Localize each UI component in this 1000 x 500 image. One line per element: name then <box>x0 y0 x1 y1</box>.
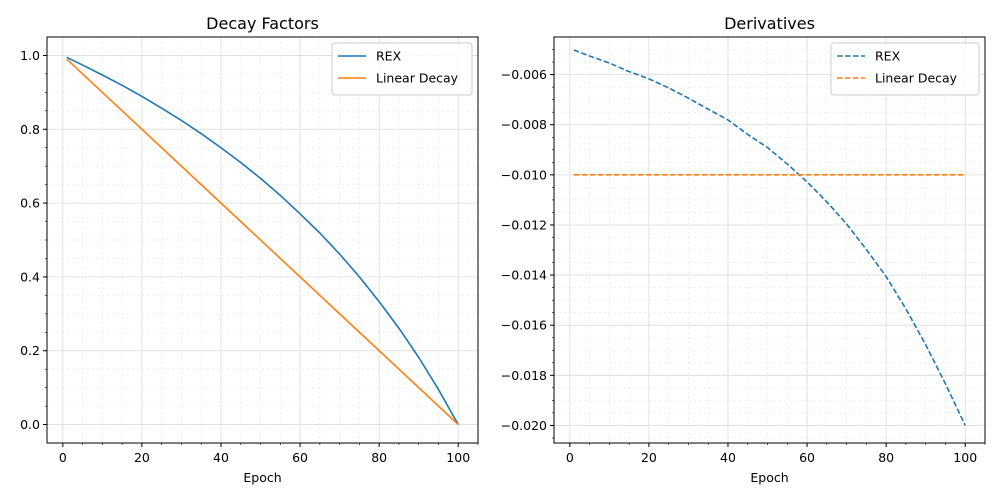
y-tick-label: −0.010 <box>501 167 547 182</box>
x-tick-label: 20 <box>134 450 150 465</box>
y-tick-label: −0.006 <box>501 67 547 82</box>
series-line-linear-decay <box>66 58 459 426</box>
x-tick-label: 0 <box>59 450 67 465</box>
minor-grid <box>554 37 986 443</box>
y-tick-label: 0.4 <box>20 269 40 284</box>
y-tick-label: 0.0 <box>20 417 40 432</box>
x-axis-label: Epoch <box>750 470 788 485</box>
y-tick-label: −0.012 <box>501 217 547 232</box>
legend: REX Linear Decay <box>830 42 980 96</box>
x-tick-label: 40 <box>213 450 229 465</box>
legend-label: Linear Decay <box>376 71 459 86</box>
x-tick-label: 80 <box>371 450 387 465</box>
x-tick-label: 20 <box>641 450 657 465</box>
y-tick-label: −0.008 <box>501 117 547 132</box>
x-tick-label: 0 <box>566 450 574 465</box>
legend-box <box>331 42 473 96</box>
y-tick-label: 0.8 <box>20 122 40 137</box>
y-tick-label: 1.0 <box>20 48 40 63</box>
minor-ticks <box>45 55 479 445</box>
series-line-rex <box>573 49 966 426</box>
y-tick-label: −0.020 <box>501 418 547 433</box>
chart-panel-decay: 0 20 40 60 80 100 0.0 0.2 0.4 0.6 0.8 1.0 Decay Fact… <box>20 14 479 485</box>
x-tick-label: 40 <box>720 450 736 465</box>
legend-label: REX <box>376 49 402 64</box>
chart-title: Decay Factors <box>206 14 319 33</box>
y-tick-label: −0.016 <box>501 318 547 333</box>
y-tick-label: 0.2 <box>20 343 40 358</box>
x-tick-label: 60 <box>292 450 308 465</box>
chart-title: Derivatives <box>724 14 815 33</box>
x-axis-label: Epoch <box>243 470 281 485</box>
y-tick-label: −0.014 <box>501 268 547 283</box>
x-tick-label: 100 <box>953 450 977 465</box>
plot-frame <box>553 36 986 444</box>
minor-ticks <box>552 49 986 445</box>
legend-label: REX <box>875 49 901 64</box>
x-tick-label: 100 <box>446 450 470 465</box>
major-grid <box>47 37 478 443</box>
y-tick-label: 0.6 <box>20 196 40 211</box>
y-tick-label: −0.018 <box>501 368 547 383</box>
series-line-rex <box>66 56 459 425</box>
x-tick-label: 80 <box>878 450 894 465</box>
major-grid <box>554 37 985 443</box>
chart-panel-deriv: 0 20 40 60 80 100 −0.020 −0.018 −0.016 −0.014 −0.0… <box>501 14 986 485</box>
legend-box <box>830 42 980 96</box>
legend-label: Linear Decay <box>875 71 958 86</box>
x-tick-label: 60 <box>799 450 815 465</box>
legend: REX Linear Decay <box>331 42 473 96</box>
